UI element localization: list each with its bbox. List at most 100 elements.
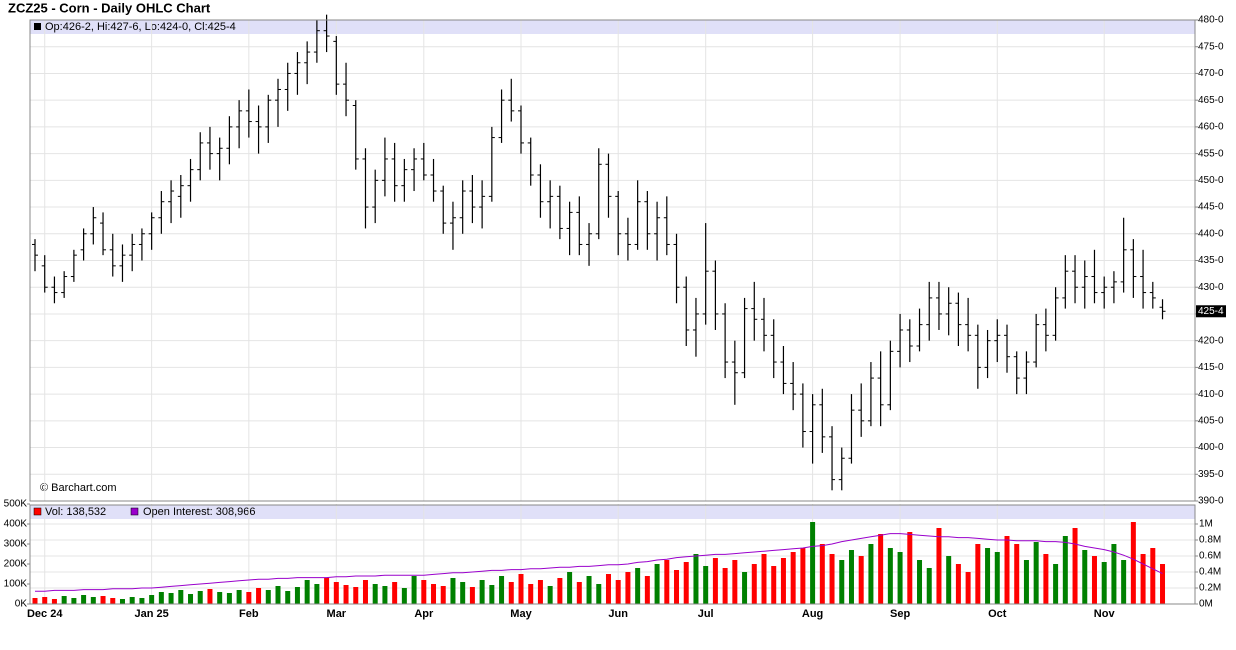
volume-bar (81, 595, 87, 604)
volume-bar (1150, 548, 1156, 604)
x-tick-label: Jan 25 (135, 608, 169, 620)
y-tick-label: 100K (4, 579, 28, 590)
volume-bar (547, 586, 553, 604)
volume-bar (139, 598, 145, 604)
volume-bar (275, 586, 281, 604)
x-tick-label: Feb (239, 608, 259, 620)
x-tick-label: Jul (698, 608, 714, 620)
volume-bar (586, 576, 592, 604)
volume-bar (294, 587, 300, 604)
y-tick-label: 475-0 (1198, 41, 1224, 52)
volume-bar (421, 580, 427, 604)
volume-bar (1082, 550, 1088, 604)
last-price-label: 425-4 (1198, 306, 1224, 317)
y2-tick-label: 0.6M (1199, 551, 1221, 562)
y2-tick-label: 0M (1199, 599, 1213, 610)
volume-bar (90, 597, 96, 604)
x-tick-label: Oct (988, 608, 1007, 620)
y2-tick-label: 0.4M (1199, 567, 1221, 578)
volume-bar (751, 564, 757, 604)
volume-bar (693, 554, 699, 604)
volume-bar (1004, 536, 1010, 604)
y-tick-label: 450-0 (1198, 175, 1224, 186)
volume-bar (567, 572, 573, 604)
y-tick-label: 410-0 (1198, 389, 1224, 400)
volume-bar (246, 592, 252, 604)
volume-bar (324, 578, 330, 604)
volume-bar (460, 582, 466, 604)
chart-title: ZCZ25 - Corn - Daily OHLC Chart (8, 0, 211, 15)
volume-bar (596, 584, 602, 604)
volume-bar (528, 584, 534, 604)
volume-bar (256, 588, 262, 604)
legend-entry: Open Interest: 308,966 (143, 506, 256, 518)
volume-bar (654, 564, 660, 604)
y-tick-label: 405-0 (1198, 415, 1224, 426)
volume-bar (829, 554, 835, 604)
volume-bar (440, 586, 446, 604)
volume-bar (790, 552, 796, 604)
volume-bar (32, 598, 38, 604)
y-tick-label: 500K (4, 499, 28, 510)
volume-bar (965, 572, 971, 604)
volume-bar (1111, 544, 1117, 604)
y2-tick-label: 1M (1199, 519, 1213, 530)
volume-bar (431, 584, 437, 604)
volume-bar (42, 597, 48, 604)
volume-bar (557, 578, 563, 604)
volume-bar (188, 594, 194, 604)
legend-swatch (33, 507, 42, 516)
volume-bar (1053, 564, 1059, 604)
volume-bar (110, 598, 116, 604)
x-tick-label: Nov (1094, 608, 1116, 620)
y-tick-label: 400K (4, 519, 28, 530)
volume-bar (51, 599, 57, 604)
volume-bar (382, 586, 388, 604)
volume-bar (285, 591, 291, 604)
volume-bar (236, 590, 242, 604)
y2-tick-label: 0.8M (1199, 535, 1221, 546)
volume-bar (411, 576, 417, 604)
volume-bar (518, 574, 524, 604)
x-tick-label: Apr (414, 608, 434, 620)
y-tick-label: 300K (4, 539, 28, 550)
labels: 390-0395-0400-0405-0410-0415-0420-0425-0… (4, 15, 1226, 620)
credit: © Barchart.com (40, 482, 117, 494)
y-tick-label: 420-0 (1198, 335, 1224, 346)
volume-bar (625, 572, 631, 604)
volume-bar (887, 548, 893, 604)
volume-bar (664, 560, 670, 604)
volume-bar (61, 596, 67, 604)
x-tick-label: Mar (327, 608, 347, 620)
y-tick-label: 435-0 (1198, 255, 1224, 266)
price-info: Op:426-2, Hi:427-6, Lo:424-0, Cl:425-4 (45, 21, 236, 33)
volume-bar (353, 587, 359, 604)
volume-bar (975, 544, 981, 604)
volume-bar (1121, 560, 1127, 604)
volume-bar (897, 552, 903, 604)
volume-bar (149, 595, 155, 604)
volume-bar (683, 562, 689, 604)
volume-bar (926, 568, 932, 604)
volume-bar (333, 582, 339, 604)
open-interest-line (35, 533, 1163, 592)
volume-bar (1130, 522, 1136, 604)
y-tick-label: 0K (15, 599, 28, 610)
volume-bar (207, 589, 213, 604)
volume-bar (878, 534, 884, 604)
volume-bar (615, 580, 621, 604)
volume-bar (674, 570, 680, 604)
volume-bar (732, 560, 738, 604)
volume-bar (178, 590, 184, 604)
y-tick-label: 430-0 (1198, 282, 1224, 293)
volume-bar (985, 548, 991, 604)
volume-bar (868, 544, 874, 604)
volume-bar (761, 554, 767, 604)
volume-bar (858, 556, 864, 604)
volume-bar (129, 597, 135, 604)
volume-bar (450, 578, 456, 604)
volume-bar (810, 522, 816, 604)
y-tick-label: 480-0 (1198, 15, 1224, 26)
volume-bar (469, 587, 475, 604)
volume-bar (265, 590, 271, 604)
